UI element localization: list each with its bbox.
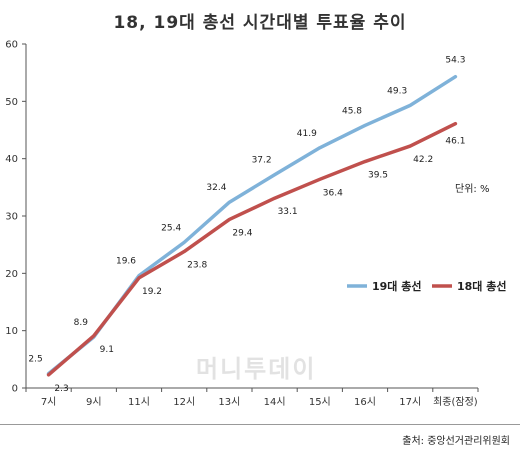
data-label-19: 54.3	[445, 56, 465, 66]
data-label-19: 41.9	[297, 129, 317, 139]
data-label-19: 8.9	[74, 318, 89, 328]
data-label-18: 29.4	[232, 228, 252, 238]
data-label-18: 9.1	[100, 345, 114, 355]
data-label-19: 49.3	[387, 86, 407, 96]
data-label-18: 33.1	[278, 207, 298, 217]
data-label-19: 37.2	[252, 156, 272, 166]
y-tick-label: 60	[5, 40, 18, 51]
legend-label-2: 18대 총선	[457, 279, 507, 293]
series-lines	[46, 74, 458, 377]
data-label-18: 23.8	[187, 261, 207, 271]
x-tick-label: 15시	[309, 396, 331, 408]
axes	[22, 43, 479, 392]
series-line-2	[46, 121, 458, 377]
data-label-18: 39.5	[368, 171, 388, 181]
x-tick-label: 9시	[86, 396, 102, 408]
data-label-19: 2.5	[28, 355, 42, 365]
x-tick-label: 13시	[218, 396, 240, 408]
x-tick-label: 17시	[399, 396, 421, 408]
unit-label: 단위: %	[455, 184, 490, 195]
x-tick-label: 12시	[173, 396, 195, 408]
watermark: 머니투데이	[196, 355, 317, 383]
legend-label-1: 19대 총선	[372, 279, 422, 293]
y-tick-label: 10	[5, 326, 18, 337]
x-tick-label: 14시	[264, 396, 286, 408]
x-tick-label: 16시	[354, 396, 376, 408]
y-tick-label: 20	[5, 269, 18, 280]
data-labels: 2.5 8.9 19.6 25.4 32.4 37.2 41.9 45.8 49.3 54.3 2.…	[28, 56, 465, 394]
y-tick-label: 30	[5, 212, 18, 223]
data-label-19: 19.6	[116, 257, 136, 267]
series-line-1	[46, 74, 458, 376]
x-tick-label: 최종(잠정)	[433, 396, 478, 408]
tick-labels: 0 10 20 30 40 50 60 7시 9시 11시 12시 13시 14시 15시 16시 17시 최종…	[5, 40, 478, 409]
chart-title: 18, 19대 총선 시간대별 투표율 추이	[113, 13, 407, 33]
data-label-18: 42.2	[413, 155, 433, 165]
data-label-19: 32.4	[206, 183, 226, 193]
y-tick-label: 50	[5, 97, 18, 108]
legend: 19대 총선 18대 총선	[347, 279, 507, 293]
x-tick-label: 7시	[41, 396, 57, 408]
data-label-19: 25.4	[161, 223, 181, 233]
data-label-18: 36.4	[323, 188, 343, 198]
x-tick-label: 11시	[128, 396, 150, 408]
source-text: 출처: 중앙선거관리위원회	[402, 436, 510, 447]
data-label-18: 46.1	[445, 137, 465, 147]
y-tick-label: 0	[12, 384, 18, 395]
data-label-18: 2.3	[54, 384, 68, 394]
source-divider	[0, 424, 520, 425]
y-tick-label: 40	[5, 154, 18, 165]
data-label-19: 45.8	[342, 106, 362, 116]
data-label-18: 19.2	[142, 287, 162, 297]
